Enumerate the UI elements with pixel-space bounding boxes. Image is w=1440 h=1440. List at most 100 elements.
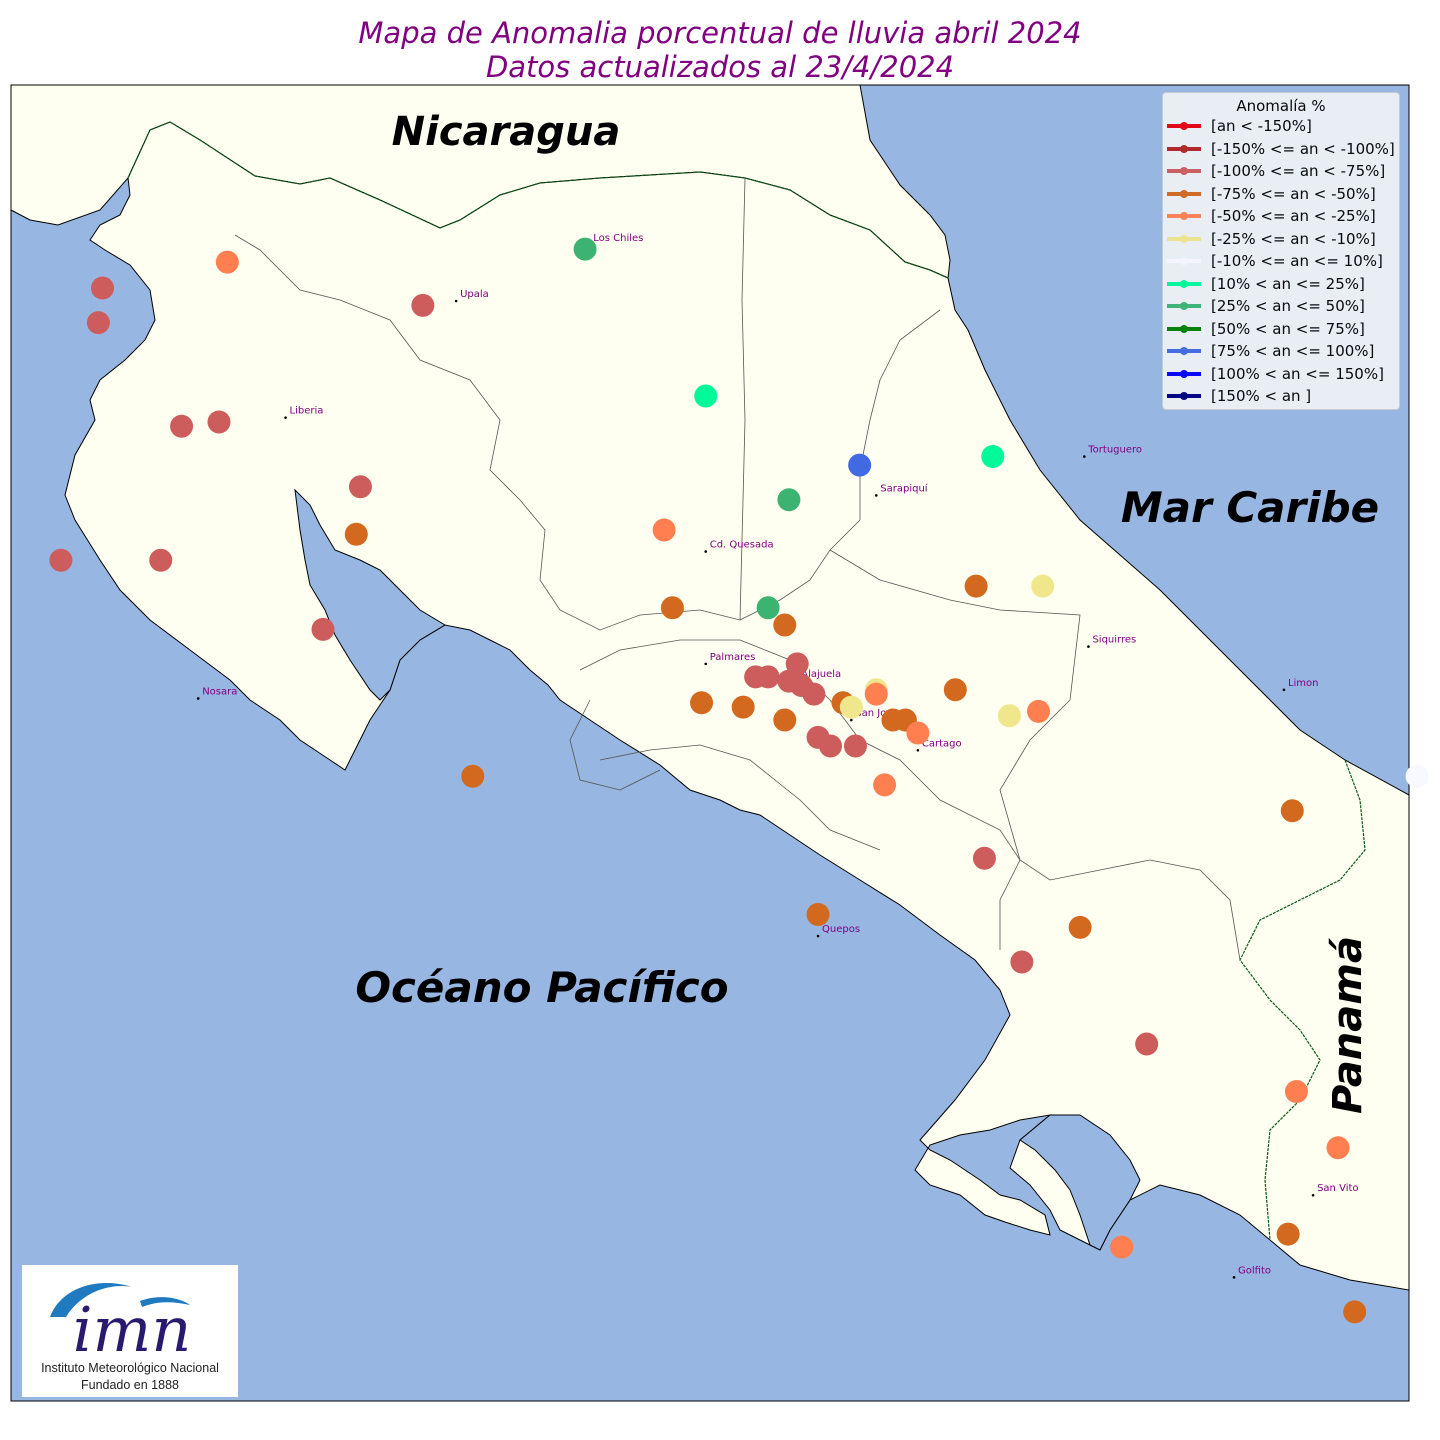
region-label-mar-caribe: Mar Caribe <box>1121 483 1379 532</box>
legend-swatch <box>1167 211 1201 221</box>
legend-dot <box>1180 212 1188 221</box>
station-marker <box>461 764 485 788</box>
station-marker <box>1343 1300 1367 1324</box>
station-marker <box>1027 699 1051 723</box>
legend-swatch <box>1167 346 1201 356</box>
legend-dot <box>1180 279 1188 288</box>
legend-dot <box>1180 189 1188 198</box>
station-marker <box>819 734 843 758</box>
station-marker <box>91 276 115 300</box>
station-marker <box>843 734 867 758</box>
logo-institution-name: Instituto Meteorológico Nacional <box>41 1361 219 1375</box>
city-label: San Jose <box>855 708 897 719</box>
logo-swoosh-icon <box>50 1282 132 1317</box>
imn-logo-mark: imn <box>50 1282 192 1361</box>
panama-border <box>1239 759 1366 1241</box>
station-marker <box>756 596 780 620</box>
legend-label: [75% < an <= 100%] <box>1211 342 1375 361</box>
legend-dot <box>1180 302 1188 311</box>
station-marker <box>1326 1136 1350 1160</box>
legend-entry: [-10% <= an <= 10%] <box>1163 250 1399 273</box>
station-marker <box>731 695 755 719</box>
legend-dot <box>1180 122 1188 131</box>
station-marker <box>1280 799 1304 823</box>
legend-swatch <box>1167 166 1201 176</box>
station-marker <box>149 548 173 572</box>
legend-label: [150% < an ] <box>1211 387 1312 406</box>
city-label: Golfito <box>1238 1265 1271 1276</box>
legend-entries: [an < -150%] [-150% <= an < -100%] [-100% … <box>1163 115 1399 408</box>
legend-entry: [-100% <= an < -75%] <box>1163 160 1399 183</box>
legend-label: [100% < an <= 150%] <box>1211 364 1384 383</box>
city-dot <box>196 697 200 700</box>
legend-label: [10% < an <= 25%] <box>1211 274 1365 293</box>
legend-swatch <box>1167 234 1201 244</box>
legend-entry: [150% < an ] <box>1163 385 1399 408</box>
region-label-panama: Panamá <box>1325 936 1371 1114</box>
station-marker <box>86 311 110 335</box>
city-dot <box>816 934 820 938</box>
legend-entry: [100% < an <= 150%] <box>1163 363 1399 386</box>
legend-entry: [-150% <= an < -100%] <box>1163 138 1399 161</box>
station-marker <box>839 695 863 719</box>
legend-swatch <box>1167 369 1201 379</box>
station-marker <box>964 574 988 598</box>
station-marker <box>773 708 797 732</box>
legend-label: [25% < an <= 50%] <box>1211 297 1365 316</box>
city-label: Quepos <box>822 924 860 935</box>
legend-swatch <box>1167 144 1201 154</box>
station-marker <box>1010 950 1034 974</box>
legend-entry: [-25% <= an < -10%] <box>1163 228 1399 251</box>
legend-swatch <box>1167 189 1201 199</box>
legend-swatch <box>1167 121 1201 131</box>
station-marker <box>848 453 872 477</box>
city-label: Cd. Quesada <box>710 540 774 551</box>
station-marker <box>1284 1080 1308 1104</box>
station-marker <box>1110 1235 1134 1259</box>
logo-text: imn <box>73 1293 192 1361</box>
nicaragua-border <box>127 121 949 279</box>
city-dot <box>916 748 920 752</box>
imn-logo: imn Instituto Meteorológico Nacional Fun… <box>22 1265 238 1397</box>
station-marker <box>785 652 809 676</box>
legend-dot <box>1180 144 1188 153</box>
legend-entry: [50% < an <= 75%] <box>1163 318 1399 341</box>
city-dot <box>1282 688 1286 692</box>
legend-entry: [10% < an <= 25%] <box>1163 273 1399 296</box>
city-label: Tortuguero <box>1087 445 1142 456</box>
station-marker <box>981 445 1005 469</box>
city-dot <box>1087 645 1090 648</box>
station-markers <box>49 237 1429 1324</box>
station-marker <box>660 596 684 620</box>
city-label: Limon <box>1288 678 1319 689</box>
station-marker <box>690 691 714 715</box>
station-marker <box>1031 574 1055 598</box>
logo-founded: Fundado en 1888 <box>80 1378 179 1392</box>
city-label: Los Chiles <box>593 233 643 244</box>
station-marker <box>777 488 801 512</box>
city-dot <box>1311 1193 1315 1197</box>
station-marker <box>207 410 231 434</box>
station-marker <box>694 384 718 408</box>
station-marker <box>1135 1032 1159 1056</box>
station-marker <box>873 773 897 797</box>
legend-label: [-50% <= an < -25%] <box>1211 207 1376 226</box>
station-marker <box>756 665 780 689</box>
station-marker <box>997 704 1021 728</box>
city-dot <box>850 718 853 722</box>
legend-dot <box>1180 392 1188 401</box>
legend-entry: [25% < an <= 50%] <box>1163 295 1399 318</box>
station-marker <box>1068 915 1092 939</box>
city-dot <box>704 550 708 553</box>
station-marker <box>943 678 967 702</box>
station-marker <box>49 548 73 572</box>
city-dot <box>284 416 287 419</box>
legend-dot <box>1180 167 1188 176</box>
legend-label: [-25% <= an < -10%] <box>1211 229 1376 248</box>
legend-dot <box>1180 347 1188 356</box>
region-label-nicaragua: Nicaragua <box>392 109 621 155</box>
legend-entry: [75% < an <= 100%] <box>1163 340 1399 363</box>
golfo-dulce <box>1019 1114 1141 1251</box>
city-label: Upala <box>460 289 489 300</box>
